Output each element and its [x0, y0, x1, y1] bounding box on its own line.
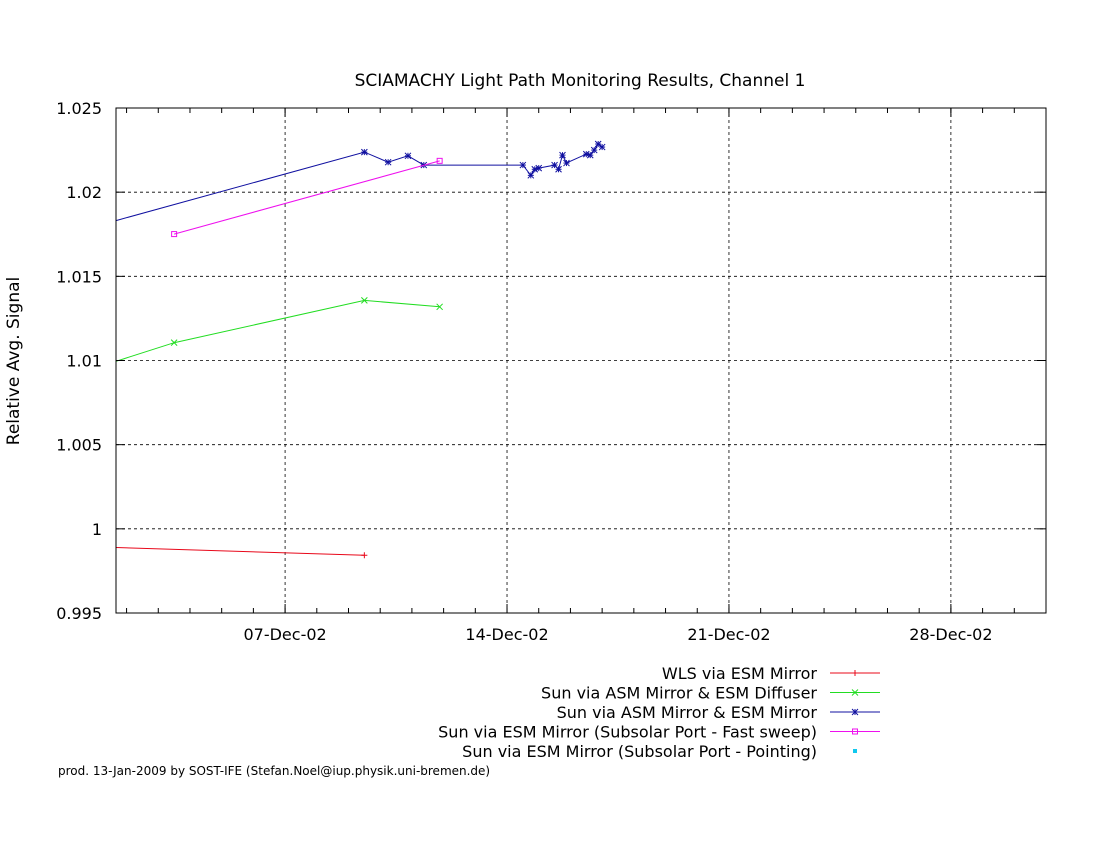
- grid: [116, 108, 1046, 613]
- y-tick-label: 1.02: [66, 183, 102, 202]
- series-line: [115, 547, 365, 556]
- series-line: [115, 299, 440, 362]
- data-point: [555, 165, 562, 173]
- legend-label: Sun via ASM Mirror & ESM Mirror: [557, 703, 818, 722]
- data-point: [360, 297, 368, 304]
- data-point: [594, 140, 602, 148]
- data-point: [436, 303, 444, 311]
- legend-swatch: [853, 749, 857, 753]
- y-tick-label: 1.025: [56, 99, 102, 118]
- legend-marker: [851, 689, 859, 696]
- y-tick-label: 1.015: [56, 267, 102, 286]
- legend-label: Sun via ESM Mirror (Subsolar Port - Fast…: [438, 723, 817, 742]
- x-tick-label: 28-Dec-02: [909, 625, 992, 644]
- legend-label: Sun via ESM Mirror (Subsolar Port - Poin…: [462, 742, 817, 761]
- data-point: [361, 552, 368, 559]
- axis-ticks: 0.995 1 1.005 1.01 1.015 1.02 1.025 07-Dec-02 14…: [56, 99, 1046, 644]
- y-tick-label: 1.01: [66, 352, 102, 371]
- legend-marker: [851, 708, 859, 716]
- data-point: [551, 161, 558, 169]
- y-tick-label: 1.005: [56, 436, 102, 455]
- data-point: [563, 159, 570, 167]
- data-point: [360, 148, 368, 156]
- data-point: [559, 151, 566, 159]
- y-tick-label: 0.995: [56, 604, 102, 623]
- data-point: [527, 171, 535, 179]
- footer-credit: prod. 13-Jan-2009 by SOST-IFE (Stefan.No…: [58, 764, 490, 778]
- data-point: [170, 339, 178, 347]
- data-point: [384, 158, 392, 166]
- legend-label: WLS via ESM Mirror: [662, 664, 818, 683]
- x-tick-label: 07-Dec-02: [243, 625, 326, 644]
- data-point: [171, 231, 178, 238]
- data-point: [436, 157, 443, 164]
- data-point: [404, 152, 412, 160]
- series-line: [173, 160, 440, 235]
- legend-marker: [852, 728, 858, 735]
- x-tick-label: 21-Dec-02: [687, 625, 770, 644]
- data-point: [590, 146, 598, 154]
- chart-title: SCIAMACHY Light Path Monitoring Results,…: [355, 71, 806, 91]
- x-tick-label: 14-Dec-02: [465, 625, 548, 644]
- y-axis-label: Relative Avg. Signal: [4, 277, 24, 445]
- data-point: [586, 151, 594, 159]
- data-point: [582, 150, 590, 158]
- data-point: [531, 165, 539, 173]
- plot-frame: [115, 107, 1047, 614]
- legend-marker: [852, 670, 858, 676]
- data-point: [519, 161, 527, 169]
- y-tick-label: 1: [92, 520, 102, 539]
- plot-series: [115, 140, 606, 559]
- series-line: [115, 143, 603, 222]
- data-point: [598, 143, 606, 151]
- legend-label: Sun via ASM Mirror & ESM Diffuser: [541, 684, 817, 703]
- data-point: [535, 164, 543, 172]
